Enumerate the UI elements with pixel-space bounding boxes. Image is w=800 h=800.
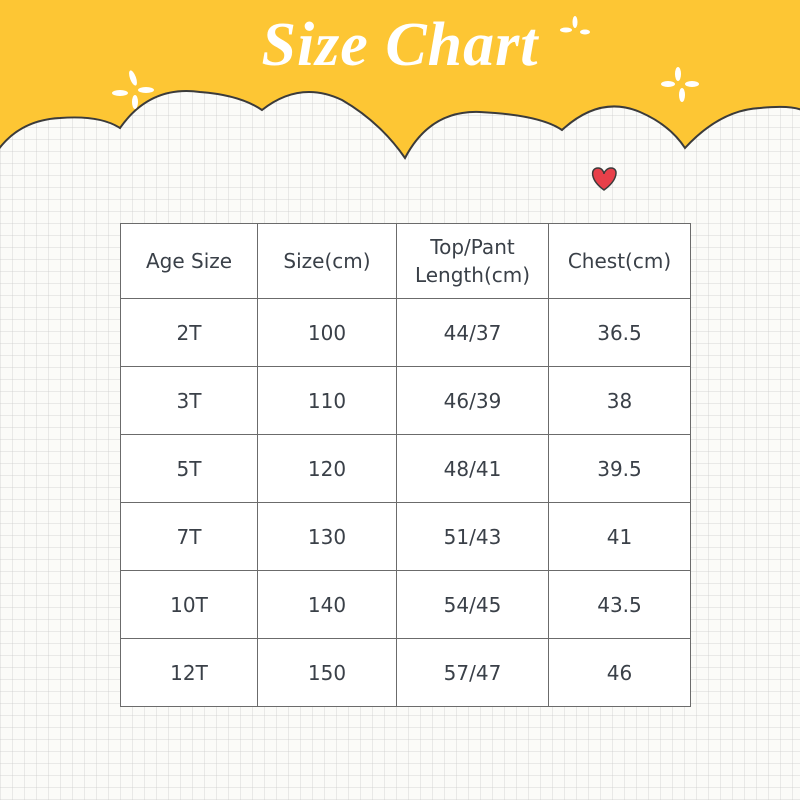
table-cell: 5T	[120, 434, 258, 503]
title: Size Chart	[261, 11, 539, 79]
table-row: 12T 150 57/47 46	[120, 638, 691, 707]
table-cell: 41	[548, 502, 691, 571]
table-cell: 100	[257, 298, 397, 367]
table-row: 10T 140 54/45 43.5	[120, 570, 691, 639]
heart	[591, 167, 617, 191]
table-row: 3T 110 46/39 38	[120, 366, 691, 435]
table-cell: 38	[548, 366, 691, 435]
column-header: Chest(cm)	[548, 223, 691, 299]
table-cell: 150	[257, 638, 397, 707]
column-header: Size(cm)	[257, 223, 397, 299]
table-cell: 10T	[120, 570, 258, 639]
header-row: Age Size Size(cm) Top/Pant Length(cm) Chest…	[120, 223, 691, 299]
sparkle	[112, 16, 699, 109]
table-cell: 120	[257, 434, 397, 503]
size-table: Age Size Size(cm) Top/Pant Length(cm) Chest…	[120, 223, 691, 707]
table-cell: 7T	[120, 502, 258, 571]
column-header: Age Size	[120, 223, 258, 299]
table-cell: 51/43	[396, 502, 549, 571]
table-row: 2T 100 44/37 36.5	[120, 298, 691, 367]
table-cell: 3T	[120, 366, 258, 435]
table-cell: 43.5	[548, 570, 691, 639]
yellow-banner	[0, 0, 800, 160]
table-cell: 130	[257, 502, 397, 571]
table-row: 7T 130 51/43 41	[120, 502, 691, 571]
table-cell: 140	[257, 570, 397, 639]
table-cell: 57/47	[396, 638, 549, 707]
table-cell: 46/39	[396, 366, 549, 435]
table-cell: 39.5	[548, 434, 691, 503]
table-row: 5T 120 48/41 39.5	[120, 434, 691, 503]
table-cell: 54/45	[396, 570, 549, 639]
table-cell: 36.5	[548, 298, 691, 367]
table-body: 2T 100 44/37 36.5 3T 110 46/39 38 5T 120 48/41 39.5…	[120, 298, 691, 707]
table-cell: 12T	[120, 638, 258, 707]
table-cell: 44/37	[396, 298, 549, 367]
table-cell: 46	[548, 638, 691, 707]
table-cell: 2T	[120, 298, 258, 367]
column-header: Top/Pant Length(cm)	[396, 223, 549, 299]
table-cell: 110	[257, 366, 397, 435]
table-cell: 48/41	[396, 434, 549, 503]
